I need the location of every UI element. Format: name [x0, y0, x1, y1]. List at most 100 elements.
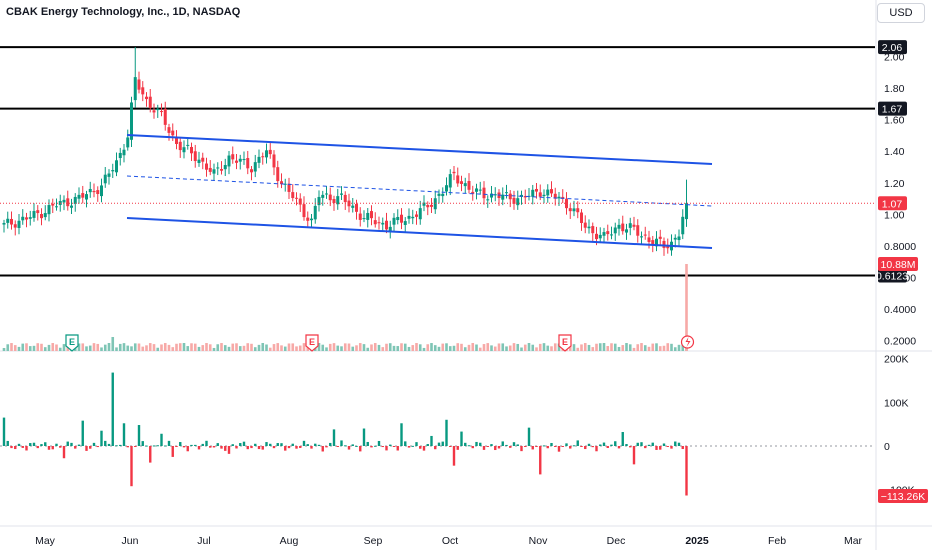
candle-body: [628, 223, 632, 228]
oscillator-bar: [377, 440, 381, 446]
earnings-marker: E: [305, 334, 319, 352]
volume-bar: [272, 344, 276, 351]
candle-body: [148, 96, 152, 108]
oscillator-bar: [430, 435, 433, 446]
oscillator-bar: [21, 446, 24, 448]
volume-bar: [205, 343, 208, 351]
candle-body: [550, 189, 553, 194]
candle-body: [250, 169, 253, 173]
oscillator-bar: [74, 446, 77, 449]
candle-body: [677, 236, 681, 241]
volume-bar: [580, 344, 583, 351]
volume-bar: [10, 343, 13, 351]
candle-body: [392, 217, 396, 225]
earnings-marker-label: E: [69, 337, 75, 347]
oscillator-bar: [284, 446, 287, 451]
volume-bar: [287, 343, 291, 351]
oscillator-bar: [216, 443, 219, 446]
oscillator-bar: [280, 443, 283, 446]
oscillator-bar: [572, 445, 576, 447]
oscillator-bar: [441, 441, 444, 446]
candle-body: [613, 227, 617, 234]
candle-body: [126, 137, 130, 148]
oscillator-bar: [179, 442, 182, 446]
price-axis-tick: 1.60: [884, 115, 905, 127]
volume-bar: [133, 343, 137, 351]
oscillator-bar: [310, 446, 313, 449]
oscillator-bar: [227, 446, 231, 454]
currency-button[interactable]: USD: [877, 3, 925, 23]
oscillator-bar: [662, 443, 666, 446]
candle-body: [190, 146, 193, 154]
level-price-tag: [878, 268, 907, 283]
oscillator-bar: [55, 443, 58, 446]
candle-body: [482, 187, 486, 199]
candle-body: [32, 211, 36, 218]
price-axis-tick: 1.40: [884, 146, 905, 158]
candle-body: [336, 196, 340, 205]
candle-body: [538, 192, 542, 197]
osc-axis-tick: 0: [884, 441, 890, 453]
oscillator-bar: [257, 446, 261, 450]
oscillator-bar: [531, 446, 534, 450]
volume-bar: [508, 345, 512, 351]
oscillator-bar: [66, 441, 69, 446]
oscillator-bar: [149, 446, 152, 463]
oscillator-bar: [644, 446, 647, 449]
candle-body: [295, 197, 298, 199]
time-axis-tick: Feb: [768, 535, 786, 547]
volume-bar: [223, 345, 227, 351]
volume-bar: [501, 343, 505, 351]
volume-bar: [430, 343, 433, 351]
volume-bar: [347, 343, 351, 351]
volume-bar: [677, 344, 681, 351]
earnings-marker: E: [65, 334, 79, 352]
candle-body: [100, 185, 103, 197]
volume-bar: [137, 343, 141, 351]
volume-bar: [208, 344, 212, 351]
osc-axis-tick: 200K: [884, 354, 909, 366]
chart-title: CBAK Energy Technology, Inc., 1D, NASDAQ: [6, 6, 241, 18]
volume-bar: [242, 345, 246, 351]
oscillator-bar: [550, 442, 553, 446]
oscillator-bar: [145, 445, 148, 447]
candle-body: [325, 193, 328, 195]
volume-bar: [36, 343, 40, 351]
volume-bar: [662, 345, 666, 351]
volume-bar: [471, 343, 475, 351]
candle-body: [370, 211, 373, 219]
oscillator-bar: [621, 432, 624, 446]
volume-bar: [152, 344, 156, 351]
oscillator-bar: [456, 446, 459, 450]
candle-body: [415, 214, 418, 217]
oscillator-bar: [666, 446, 669, 447]
volume-bar: [253, 347, 257, 351]
oscillator-bar: [389, 444, 392, 446]
volume-bar: [670, 343, 673, 351]
candle-body: [130, 102, 133, 140]
candle-body: [625, 229, 628, 233]
oscillator-bar: [636, 442, 639, 446]
oscillator-bar: [261, 446, 264, 450]
oscillator-bar: [565, 443, 568, 446]
candle-body: [583, 222, 587, 228]
oscillator-bar: [186, 446, 189, 452]
oscillator-bar: [460, 431, 463, 446]
volume-bar: [531, 344, 535, 351]
oscillator-bar: [122, 423, 126, 446]
volume-bar: [527, 343, 531, 351]
candle-body: [595, 233, 598, 240]
volume-bar: [388, 343, 392, 351]
candle-body: [276, 167, 280, 182]
volume-bar: [535, 347, 538, 351]
volume-bar: [6, 344, 10, 351]
oscillator-bar: [40, 444, 43, 446]
candle-body: [205, 163, 208, 170]
price-axis-tick: 1.20: [884, 178, 905, 190]
volume-bar: [610, 343, 613, 351]
oscillator-bar: [655, 446, 658, 450]
volume-bar: [490, 345, 493, 351]
oscillator-bar: [370, 446, 373, 448]
volume-bar: [126, 345, 130, 351]
